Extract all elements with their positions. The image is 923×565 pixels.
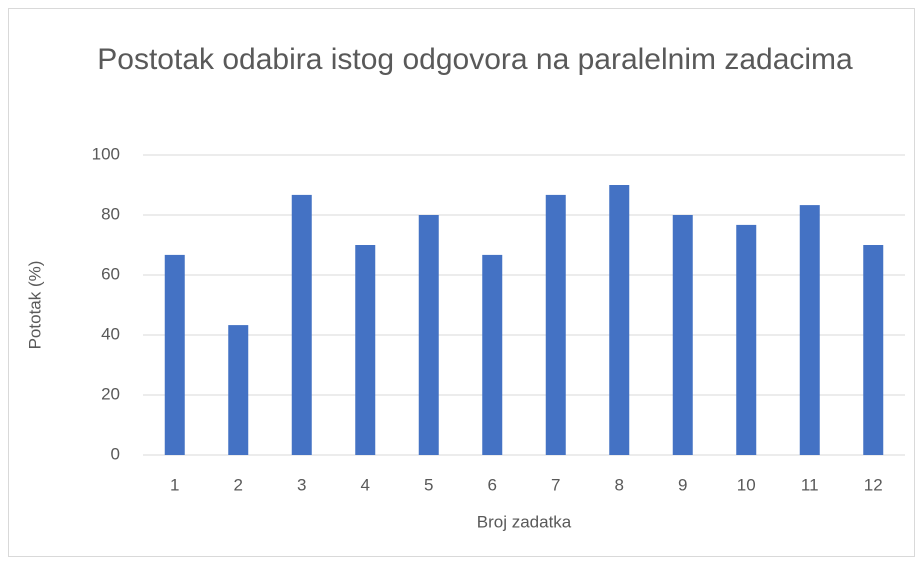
x-tick-label: 11 bbox=[801, 475, 819, 494]
bar bbox=[482, 254, 503, 455]
x-axis-label: Broj zadatka bbox=[477, 512, 572, 531]
x-tick-label: 3 bbox=[297, 475, 306, 494]
x-tick-label: 5 bbox=[424, 475, 433, 494]
bar bbox=[355, 245, 376, 455]
x-tick-label: 4 bbox=[361, 475, 370, 494]
y-tick-label: 20 bbox=[101, 384, 120, 403]
bar bbox=[228, 325, 249, 455]
bar bbox=[291, 194, 312, 455]
y-tick-label: 80 bbox=[101, 204, 120, 223]
x-tick-label: 10 bbox=[737, 475, 756, 494]
chart-title: Postotak odabira istog odgovora na paral… bbox=[97, 43, 853, 76]
x-tick-label: 12 bbox=[864, 475, 883, 494]
bar bbox=[609, 185, 630, 455]
x-tick-label: 2 bbox=[234, 475, 243, 494]
x-tick-label: 7 bbox=[551, 475, 560, 494]
bar bbox=[799, 205, 820, 455]
y-tick-label: 0 bbox=[111, 444, 120, 463]
x-tick-label: 9 bbox=[678, 475, 687, 494]
chart-frame bbox=[8, 8, 915, 557]
bar bbox=[736, 224, 757, 455]
bar bbox=[545, 194, 566, 455]
bar bbox=[672, 215, 693, 455]
y-tick-label: 40 bbox=[101, 324, 120, 343]
y-tick-label: 60 bbox=[101, 264, 120, 283]
title-box: Postotak odabira istog odgovora na paral… bbox=[97, 43, 853, 76]
bar bbox=[863, 245, 884, 455]
bar bbox=[164, 254, 185, 455]
x-tick-label: 8 bbox=[615, 475, 624, 494]
x-tick-label: 1 bbox=[170, 475, 179, 494]
x-tick-label: 6 bbox=[488, 475, 497, 494]
y-axis-label: Pototak (%) bbox=[25, 261, 44, 350]
y-tick-label: 100 bbox=[92, 144, 120, 163]
bar bbox=[418, 215, 439, 455]
